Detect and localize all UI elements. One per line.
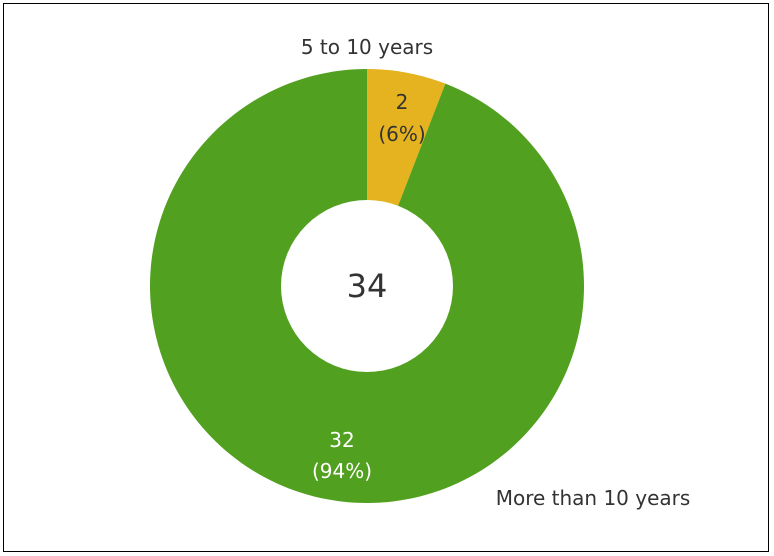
slice-percent-label-5-to-10-years: (6%) [378, 122, 425, 146]
slice-percent-label-more-than-10-years: (94%) [312, 459, 372, 483]
category-label-5-to-10-years: 5 to 10 years [301, 35, 433, 59]
donut-hole [281, 200, 453, 372]
slice-value-label-5-to-10-years: 2 [396, 90, 409, 114]
category-label-more-than-10-years: More than 10 years [496, 486, 691, 510]
slice-value-label-more-than-10-years: 32 [329, 428, 354, 452]
center-total: 34 [347, 267, 388, 305]
